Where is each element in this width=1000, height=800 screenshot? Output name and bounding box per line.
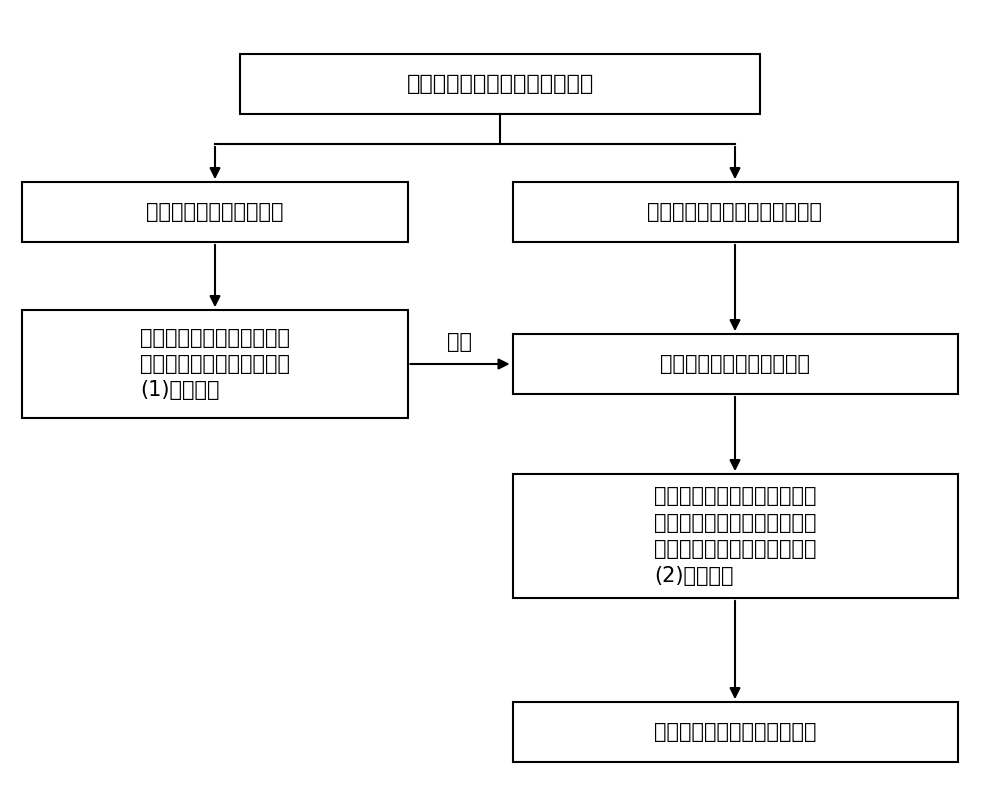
FancyBboxPatch shape: [512, 334, 958, 394]
FancyBboxPatch shape: [22, 310, 408, 418]
FancyBboxPatch shape: [512, 182, 958, 242]
FancyBboxPatch shape: [240, 54, 760, 114]
Text: 热损失率与温度的关系方程: 热损失率与温度的关系方程: [660, 354, 810, 374]
Text: 待测锂离子电池热失控反应热: 待测锂离子电池热失控反应热: [654, 722, 816, 742]
Text: 拟合: 拟合: [447, 332, 472, 352]
Text: 锂离子电池热失控测试分析系统: 锂离子电池热失控测试分析系统: [406, 74, 594, 94]
Text: 通过数据处理软件，将温度
数据按照微积分热平衡方程
(1)进行处理: 通过数据处理软件，将温度 数据按照微积分热平衡方程 (1)进行处理: [140, 328, 290, 400]
Text: 空白电池温度数据的采集: 空白电池温度数据的采集: [146, 202, 284, 222]
FancyBboxPatch shape: [512, 474, 958, 598]
Text: 待测锂离子电池温度数据的采集: 待测锂离子电池温度数据的采集: [648, 202, 822, 222]
Text: 通过数据处理软件，将待测锂
离子电池的热损失率以及其他
各参数按照微积分热平衡方程
(2)进行处理: 通过数据处理软件，将待测锂 离子电池的热损失率以及其他 各参数按照微积分热平衡方…: [654, 486, 816, 586]
FancyBboxPatch shape: [512, 702, 958, 762]
FancyBboxPatch shape: [22, 182, 408, 242]
